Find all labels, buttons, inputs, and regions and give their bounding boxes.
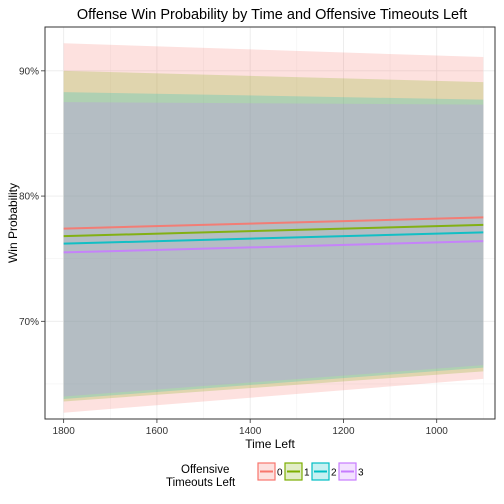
- y-axis-title: Win Probability: [6, 183, 20, 263]
- x-axis-title: Time Left: [245, 437, 295, 451]
- confidence-band-0: [63, 43, 484, 413]
- confidence-band-1: [63, 70, 484, 402]
- legend-item-2: 2: [311, 462, 337, 481]
- x-tick-label: 1400: [239, 426, 262, 437]
- x-tick-label: 1000: [426, 426, 449, 437]
- x-axis-ticks: 1800 1600 1400 1200 1000: [53, 419, 449, 437]
- x-tick-label: 1200: [332, 426, 355, 437]
- legend-title-line2: Timeouts Left: [166, 477, 236, 489]
- legend-item-label: 0: [277, 468, 283, 479]
- series-line-2: [63, 231, 484, 245]
- y-tick-label: 70%: [19, 317, 39, 328]
- series-lines: [63, 216, 484, 254]
- series-line-3: [63, 240, 484, 254]
- chart-title: Offense Win Probability by Time and Offe…: [77, 7, 467, 23]
- confidence-bands: [63, 43, 484, 413]
- series-line-0: [63, 216, 484, 230]
- legend-item-0: 0: [257, 462, 283, 481]
- legend-item-label: 3: [358, 468, 364, 479]
- confidence-band-2: [63, 92, 484, 399]
- x-tick-label: 1800: [53, 426, 76, 437]
- legend-title-line1: Offensive: [181, 464, 229, 476]
- legend-item-3: 3: [338, 462, 364, 481]
- y-tick-label: 90%: [19, 66, 39, 77]
- y-tick-label: 80%: [19, 192, 39, 203]
- x-tick-label: 1600: [146, 426, 169, 437]
- legend-item-label: 2: [331, 468, 337, 479]
- plot-border: [44, 26, 496, 420]
- series-line-1: [63, 223, 484, 238]
- legend: Offensive Timeouts Left 0 1 2 3: [166, 462, 364, 489]
- legend-item-label: 1: [304, 468, 310, 479]
- legend-item-1: 1: [284, 462, 310, 481]
- legend-keys: 0 1 2 3: [257, 462, 364, 481]
- y-axis-ticks: 70% 80% 90%: [19, 66, 45, 328]
- confidence-band-3: [63, 102, 484, 397]
